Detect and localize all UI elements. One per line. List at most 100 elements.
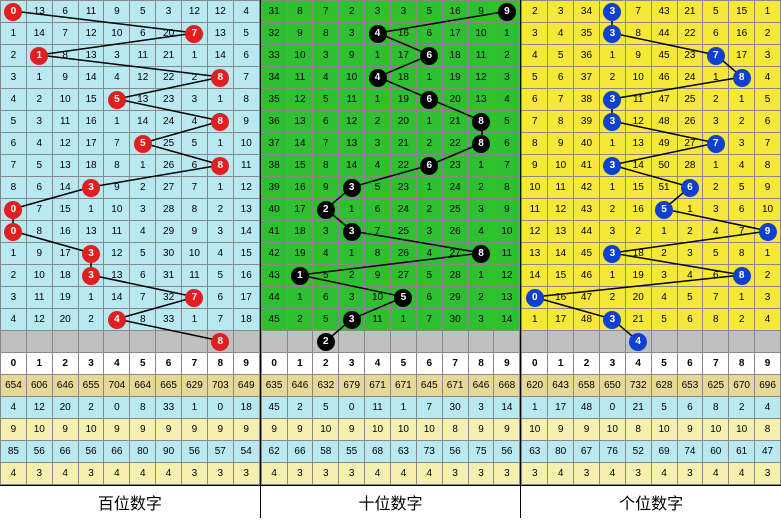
grid-cell: 5 <box>233 23 259 45</box>
summary-row: 99109101010899 <box>261 419 520 441</box>
grid-cell: 27 <box>390 265 416 287</box>
grid-cell: 10 <box>287 45 313 67</box>
grid-cell: 15 <box>78 89 104 111</box>
grid-row: 311191147327617 <box>1 287 260 309</box>
grid-row: 111243216513610 <box>522 199 781 221</box>
grid-row: 1213443212479 <box>522 221 781 243</box>
grid-cell: 21 <box>442 111 468 133</box>
grid-cell: 7 <box>522 111 548 133</box>
grid-cell: 5 <box>104 89 130 111</box>
ball-marker: 3 <box>603 245 621 263</box>
summary-cell: 3 <box>233 463 259 485</box>
grid-row: 01361195312124 <box>1 1 260 23</box>
grid-cell: 2 <box>729 111 755 133</box>
grid-cell: 12 <box>468 67 494 89</box>
grid-cell: 13 <box>233 199 259 221</box>
grid-cell: 6 <box>677 177 703 199</box>
grid-cell: 4 <box>104 67 130 89</box>
header-cell: 6 <box>416 353 442 375</box>
ball-marker: 3 <box>343 179 361 197</box>
grid-cell: 3 <box>1 287 27 309</box>
grid-cell <box>548 331 574 353</box>
grid-cell: 8 <box>522 133 548 155</box>
header-cell: 6 <box>156 353 182 375</box>
summary-cell: 9 <box>52 419 78 441</box>
grid-cell: 12 <box>233 177 259 199</box>
grid-cell: 3 <box>365 1 391 23</box>
grid-cell: 3 <box>156 1 182 23</box>
grid-cell: 10 <box>339 67 365 89</box>
summary-row: 910910999999 <box>1 419 260 441</box>
summary-cell: 625 <box>703 375 729 397</box>
grid-cell: 10 <box>548 155 574 177</box>
summary-cell: 3 <box>468 397 494 419</box>
grid-cell: 3 <box>78 243 104 265</box>
summary-cell: 10 <box>651 419 677 441</box>
header-cell: 5 <box>130 353 156 375</box>
header-cell: 3 <box>599 353 625 375</box>
ball-marker: 0 <box>4 3 22 21</box>
grid-cell: 2 <box>1 45 27 67</box>
grid-cell: 27 <box>677 133 703 155</box>
grid-cell: 3 <box>703 199 729 221</box>
grid-row: 41220248331718 <box>1 309 260 331</box>
summary-cell: 10 <box>703 419 729 441</box>
summary-cell: 646 <box>468 375 494 397</box>
grid-cell: 8 <box>207 111 233 133</box>
summary-cell: 3 <box>677 463 703 485</box>
summary-cell: 80 <box>548 441 574 463</box>
grid-cell: 9 <box>365 265 391 287</box>
grid-cell: 22 <box>390 155 416 177</box>
grid-cell: 23 <box>156 89 182 111</box>
summary-cell: 10 <box>522 419 548 441</box>
summary-cell: 4 <box>729 463 755 485</box>
grid-cell: 9 <box>104 177 130 199</box>
summary-cell: 4 <box>104 463 130 485</box>
header-cell: 8 <box>729 353 755 375</box>
grid-cell: 1 <box>703 155 729 177</box>
grid-cell: 9 <box>548 133 574 155</box>
grid-row: 64121775255110 <box>1 133 260 155</box>
ball-marker: 3 <box>82 245 100 263</box>
summary-cell: 4 <box>755 397 781 419</box>
grid-cell: 20 <box>156 23 182 45</box>
grid-cell: 22 <box>156 67 182 89</box>
grid-cell: 4 <box>494 89 520 111</box>
grid-cell: 7 <box>494 155 520 177</box>
grid-cell: 8 <box>729 243 755 265</box>
grid-cell: 8 <box>365 243 391 265</box>
grid-cell: 17 <box>729 45 755 67</box>
grid-cell: 10 <box>755 199 781 221</box>
summary-cell: 671 <box>365 375 391 397</box>
grid-cell: 23 <box>390 177 416 199</box>
grid-cell: 3 <box>1 67 27 89</box>
grid-cell: 5 <box>130 1 156 23</box>
grid-cell: 2 <box>677 221 703 243</box>
grid-cell: 3 <box>703 111 729 133</box>
grid-cell <box>52 331 78 353</box>
summary-cell: 620 <box>522 375 548 397</box>
header-cell: 0 <box>522 353 548 375</box>
summary-cell: 10 <box>729 419 755 441</box>
grid-cell: 10 <box>104 23 130 45</box>
grid-cell: 8 <box>52 45 78 67</box>
summary-cell: 56 <box>78 441 104 463</box>
grid-cell: 6 <box>130 265 156 287</box>
grid-cell: 3 <box>599 111 625 133</box>
grid-cell: 16 <box>548 287 574 309</box>
grid-cell: 8 <box>287 1 313 23</box>
grid-row: 53111611424489 <box>1 111 260 133</box>
ball-marker: 6 <box>420 157 438 175</box>
grid-cell: 12 <box>287 89 313 111</box>
grid-row: 2 <box>261 331 520 353</box>
grid-cell: 9 <box>339 45 365 67</box>
grid-cell: 3 <box>339 177 365 199</box>
summary-cell: 679 <box>339 375 365 397</box>
summary-cell: 3 <box>26 463 52 485</box>
summary-cell: 665 <box>156 375 182 397</box>
grid-cell: 2 <box>522 1 548 23</box>
grid-cell: 8 <box>313 155 339 177</box>
grid-cell: 47 <box>574 287 600 309</box>
grid-cell: 5 <box>313 89 339 111</box>
grid-cell: 14 <box>548 243 574 265</box>
